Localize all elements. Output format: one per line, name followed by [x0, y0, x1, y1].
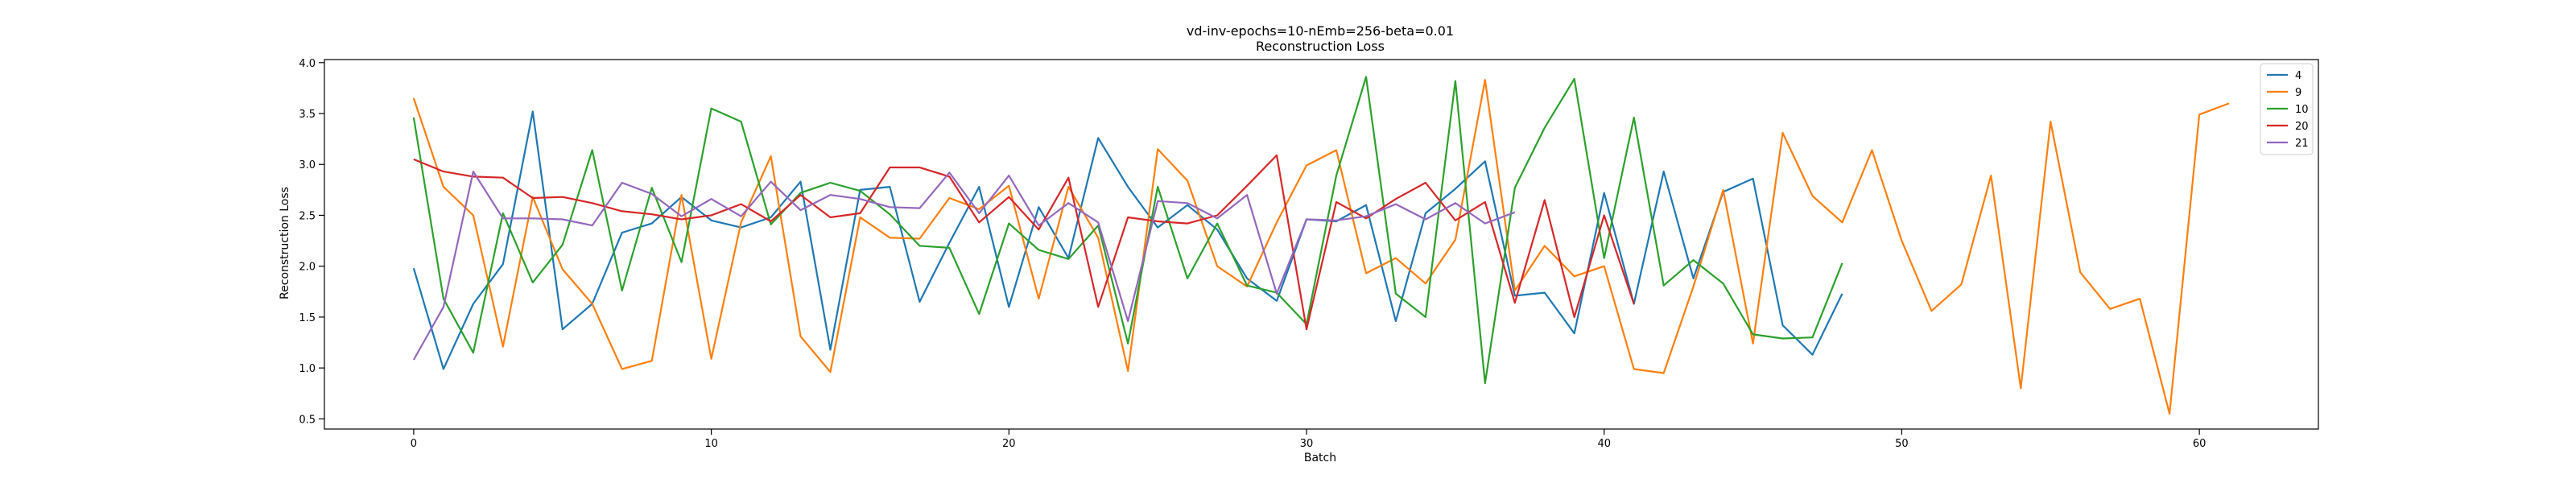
y-tick-label: 3.0: [299, 159, 316, 171]
y-tick-label: 1.5: [299, 312, 316, 324]
x-tick-label: 10: [704, 438, 718, 450]
series-line-20: [413, 154, 1635, 331]
x-tick-label: 0: [411, 438, 417, 450]
x-axis-label: Batch: [1304, 452, 1336, 464]
legend: 4 9 10 20 21: [2260, 63, 2314, 155]
x-tick-label: 30: [1300, 438, 1314, 450]
series-line-4: [412, 110, 1843, 370]
series-line-21: [412, 171, 1516, 361]
series-line-10: [412, 76, 1843, 385]
legend-label-9: 9: [2295, 87, 2301, 99]
x-tick-label: 60: [2193, 438, 2207, 450]
legend-label-21: 21: [2295, 138, 2309, 150]
y-tick-label: 0.5: [299, 414, 316, 426]
x-tick-label: 20: [1002, 438, 1016, 450]
legend-label-10: 10: [2295, 104, 2309, 116]
plot-frame: [324, 59, 2319, 430]
x-tick-label: 50: [1895, 438, 1909, 450]
legend-label-4: 4: [2295, 70, 2301, 82]
chart-title: vd-inv-epochs=10-nEmb=256-beta=0.01: [1187, 23, 1454, 39]
series-line-9: [412, 79, 2230, 415]
x-tick-label: 40: [1597, 438, 1611, 450]
chart-subtitle: Reconstruction Loss: [1256, 39, 1385, 54]
legend-label-20: 20: [2295, 121, 2309, 133]
y-axis-label: Reconstruction Loss: [279, 187, 291, 299]
axes-layer: 0 10 20 30 40 50 60 0.5 1.0 1.5 2.0 2.5 3.0 3.5 4.0: [299, 58, 2319, 450]
series-layer: [412, 76, 2230, 415]
y-tick-label: 2.5: [299, 210, 316, 222]
y-tick-label: 2.0: [299, 262, 316, 274]
y-tick-label: 1.0: [299, 363, 316, 375]
y-tick-label: 4.0: [299, 58, 316, 70]
y-tick-label: 3.5: [299, 109, 316, 121]
